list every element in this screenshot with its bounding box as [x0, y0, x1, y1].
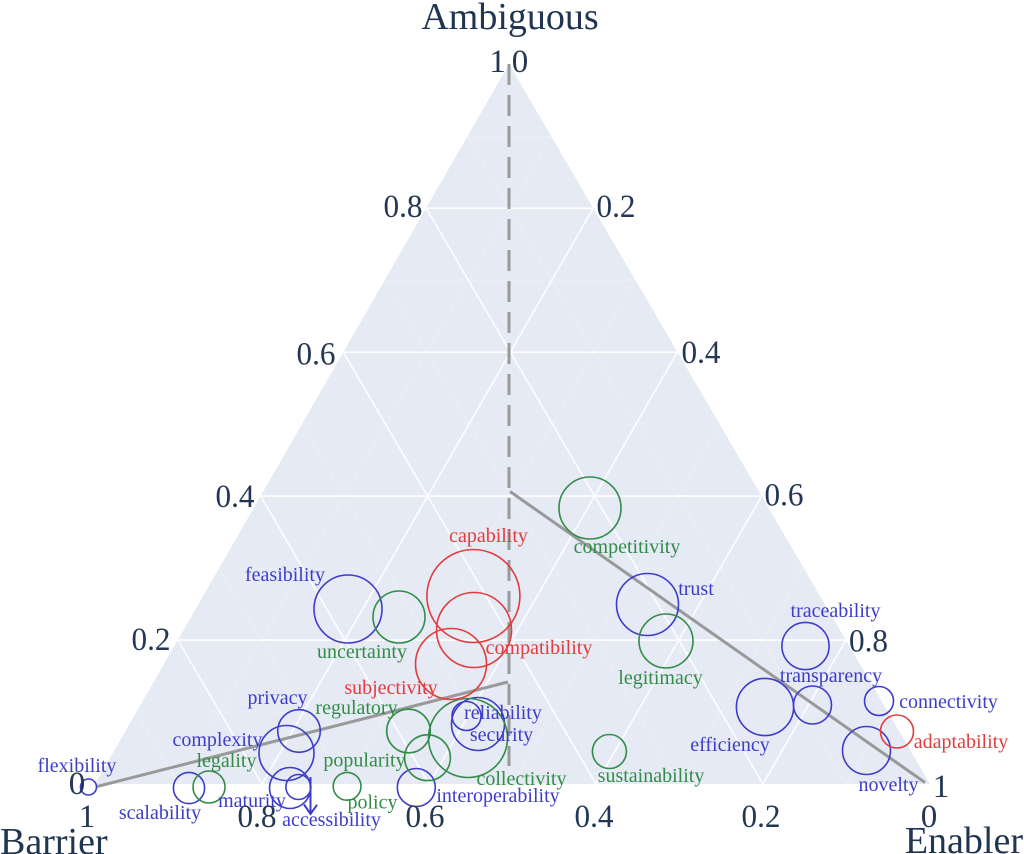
svg-text:novelty: novelty — [859, 774, 919, 796]
svg-text:popularity: popularity — [323, 750, 405, 772]
svg-text:sustainability: sustainability — [598, 765, 705, 787]
svg-text:reliability: reliability — [464, 702, 542, 724]
svg-text:interoperability: interoperability — [436, 785, 559, 807]
svg-text:trust: trust — [678, 578, 714, 600]
svg-text:0.8: 0.8 — [238, 799, 277, 835]
svg-text:policy: policy — [348, 792, 398, 814]
svg-text:competitivity: competitivity — [574, 536, 681, 558]
svg-text:connectivity: connectivity — [899, 691, 998, 713]
svg-text:0: 0 — [69, 766, 86, 802]
svg-text:flexibility: flexibility — [38, 755, 117, 777]
svg-text:legality: legality — [197, 750, 257, 772]
svg-text:0: 0 — [921, 799, 938, 835]
svg-text:legitimacy: legitimacy — [618, 667, 702, 689]
svg-text:0.2: 0.2 — [597, 189, 636, 225]
svg-text:0.4: 0.4 — [682, 335, 721, 371]
svg-text:accessibility: accessibility — [282, 809, 381, 831]
svg-text:0.6: 0.6 — [406, 799, 445, 835]
svg-text:0: 0 — [512, 44, 529, 80]
svg-text:0.8: 0.8 — [384, 189, 423, 225]
svg-text:uncertainty: uncertainty — [317, 641, 407, 663]
svg-text:traceability: traceability — [791, 600, 881, 622]
svg-text:1: 1 — [489, 44, 506, 80]
svg-text:0.2: 0.2 — [132, 622, 171, 658]
svg-text:compatibility: compatibility — [486, 637, 593, 659]
svg-text:0.8: 0.8 — [849, 624, 888, 660]
svg-text:scalability: scalability — [119, 802, 201, 824]
svg-text:0.6: 0.6 — [297, 337, 336, 373]
svg-text:Ambiguous: Ambiguous — [421, 0, 598, 38]
svg-text:transparency: transparency — [780, 665, 882, 687]
svg-text:0.6: 0.6 — [765, 478, 804, 514]
svg-text:0.4: 0.4 — [575, 799, 614, 835]
svg-text:0.4: 0.4 — [216, 479, 255, 515]
svg-text:feasibility: feasibility — [245, 564, 325, 586]
svg-text:Barrier: Barrier — [0, 821, 108, 854]
svg-text:regulatory: regulatory — [315, 697, 397, 719]
svg-text:subjectivity: subjectivity — [344, 677, 437, 699]
svg-text:privacy: privacy — [248, 687, 308, 709]
svg-text:security: security — [470, 724, 533, 746]
svg-text:0.2: 0.2 — [742, 799, 781, 835]
svg-text:collectivity: collectivity — [477, 768, 567, 790]
svg-text:1: 1 — [79, 799, 96, 835]
svg-text:maturity: maturity — [218, 790, 286, 812]
svg-text:complexity: complexity — [173, 729, 263, 751]
svg-text:efficiency: efficiency — [690, 734, 770, 756]
svg-text:adaptability: adaptability — [914, 731, 1008, 753]
svg-text:capability: capability — [449, 525, 528, 547]
svg-text:1: 1 — [933, 769, 950, 805]
svg-text:Enabler: Enabler — [905, 820, 1024, 854]
